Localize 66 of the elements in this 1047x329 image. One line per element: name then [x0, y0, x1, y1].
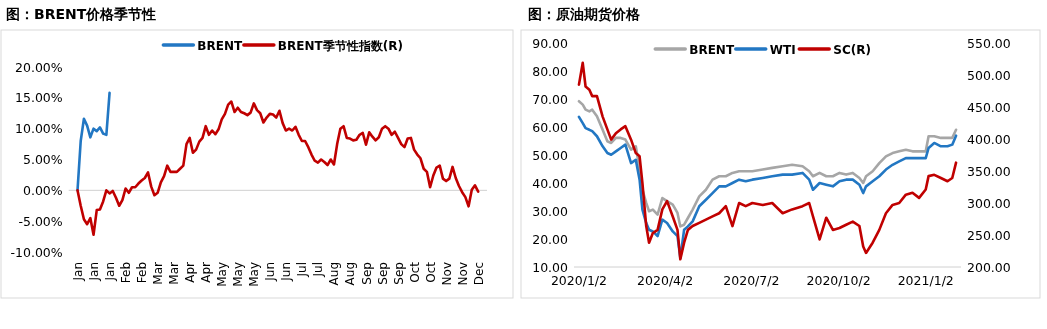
y2-tick-label: 250.00 [967, 227, 1011, 243]
x-tick-label: 2021/1/2 [897, 273, 954, 288]
x-tick-label: Mar [151, 261, 166, 285]
x-tick-label: Aug [343, 262, 358, 286]
chart-title: 图：BRENT价格季节性 [6, 6, 157, 22]
y-tick-label: 30.00 [532, 203, 569, 219]
y-tick-label: 15.00% [15, 90, 63, 106]
y2-tick-label: 350.00 [967, 163, 1011, 179]
x-tick-label: 2020/1/2 [550, 273, 608, 288]
x-tick-label: Jan [103, 262, 118, 282]
y-tick-label: 80.00 [532, 63, 569, 79]
x-tick-label: Dec [471, 262, 486, 286]
x-tick-label: 2020/4/2 [637, 273, 694, 288]
y-tick-label: 20.00% [15, 59, 63, 75]
x-tick-label: Oct [423, 261, 438, 283]
line-series [76, 91, 111, 192]
legend-label: BRENT [689, 42, 735, 57]
x-tick-label: Oct [407, 261, 422, 283]
line-series [577, 99, 958, 228]
x-tick-label: Apr [183, 261, 198, 283]
x-tick-label: Mar [167, 261, 182, 285]
legend-label: SC(R) [833, 42, 871, 57]
x-tick-label: Feb [135, 262, 150, 284]
y2-tick-label: 450.00 [967, 99, 1011, 115]
x-tick-label: 2020/10/2 [806, 273, 871, 288]
y2-tick-label: 300.00 [967, 195, 1011, 211]
legend-label: BRENT [197, 38, 243, 53]
x-tick-label: Jan [71, 262, 86, 282]
legend-label: BRENT季节性指数(R) [277, 38, 403, 53]
line-series [577, 61, 958, 261]
y-tick-label: 90.00 [532, 35, 569, 51]
y-tick-label: 5.00% [22, 152, 63, 167]
y2-tick-label: 400.00 [967, 131, 1011, 147]
x-tick-label: Jan [87, 262, 102, 282]
y-tick-label: -10.00% [10, 244, 63, 260]
x-tick-label: May [247, 262, 262, 287]
x-tick-label: Aug [327, 262, 342, 286]
y2-tick-label: 550.00 [967, 35, 1011, 51]
y2-tick-label: 500.00 [967, 67, 1011, 83]
x-tick-label: May [215, 262, 230, 287]
chart-title: 图：原油期货价格 [528, 6, 641, 22]
x-tick-label: Apr [199, 261, 214, 283]
x-tick-label: Nov [439, 262, 454, 286]
x-tick-label: Jun [263, 262, 278, 282]
x-tick-label: Jul [311, 262, 326, 278]
y-tick-label: 20.00 [532, 231, 569, 247]
y-tick-label: 10.00% [15, 121, 63, 137]
y-tick-label: 60.00 [532, 119, 569, 135]
y-tick-label: 0.00% [22, 182, 63, 198]
y2-tick-label: 200.00 [967, 259, 1011, 275]
x-tick-label: Sep [375, 262, 390, 285]
y-tick-label: 10.00 [532, 259, 569, 275]
legend-label: WTI [769, 42, 796, 57]
y-tick-label: 70.00 [532, 91, 569, 107]
y-tick-label: 40.00 [532, 175, 569, 191]
x-tick-label: Sep [359, 262, 374, 285]
x-tick-label: Feb [119, 262, 134, 284]
x-tick-label: 2020/7/2 [723, 273, 780, 288]
line-series [76, 100, 480, 237]
x-tick-label: Jun [279, 262, 294, 282]
x-tick-label: Nov [455, 262, 470, 286]
x-tick-label: Jul [295, 262, 310, 278]
x-tick-label: May [231, 262, 246, 287]
y-tick-label: 50.00 [532, 147, 569, 163]
y-tick-label: -5.00% [18, 213, 63, 229]
x-tick-label: Sep [391, 262, 406, 285]
